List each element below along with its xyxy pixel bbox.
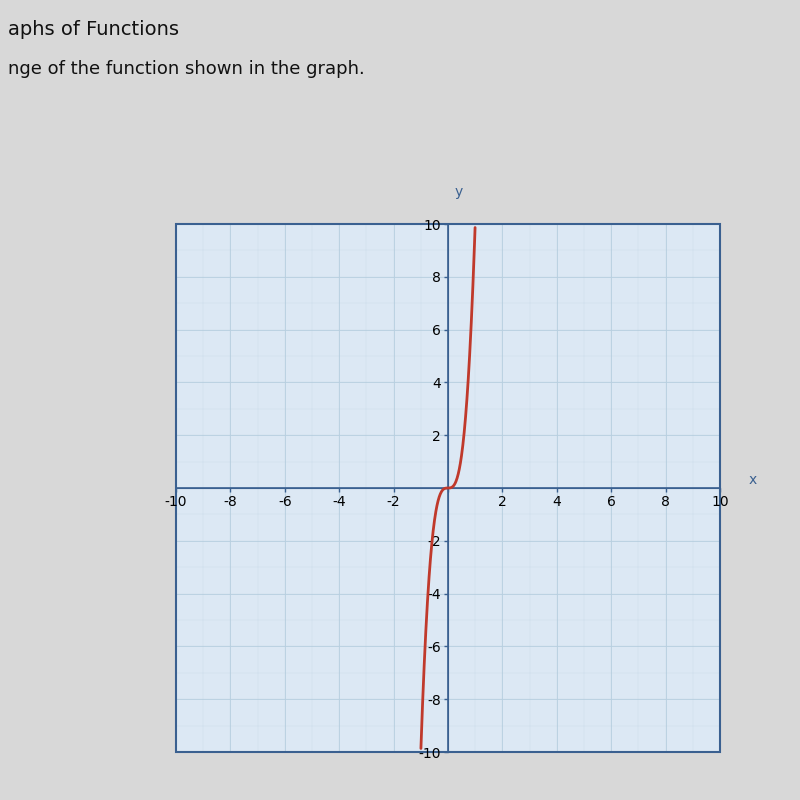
Text: nge of the function shown in the graph.: nge of the function shown in the graph. xyxy=(8,60,365,78)
Text: y: y xyxy=(454,186,463,199)
Text: aphs of Functions: aphs of Functions xyxy=(8,20,179,39)
Bar xyxy=(176,224,720,752)
Text: x: x xyxy=(749,473,757,487)
